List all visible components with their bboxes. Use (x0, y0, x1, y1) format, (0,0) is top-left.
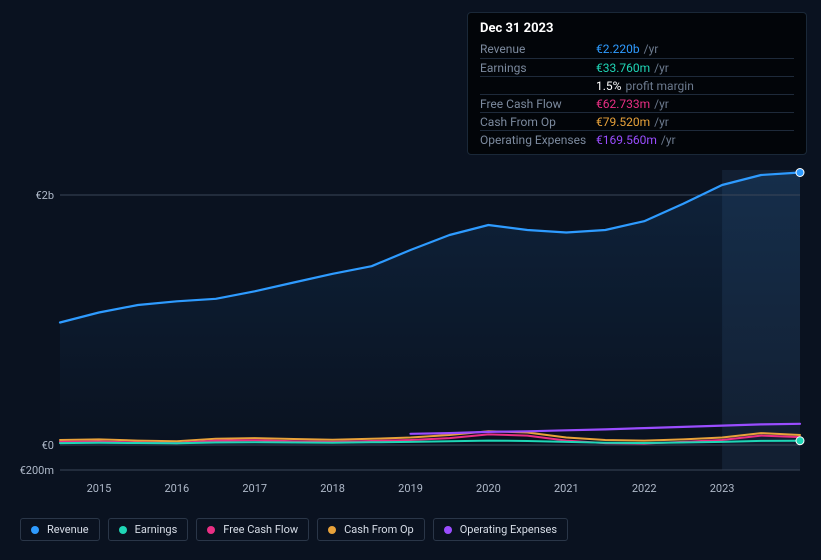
detail-card-row-value: €62.733m (596, 97, 650, 111)
chart-legend: Revenue Earnings Free Cash Flow Cash From O… (20, 518, 568, 541)
detail-card-row-suffix: /yr (644, 42, 659, 56)
detail-card-row-value: €169.560m (596, 133, 657, 147)
x-axis-label: 2019 (398, 482, 423, 495)
legend-item-label: Operating Expenses (460, 523, 557, 536)
legend-dot-icon (31, 526, 39, 534)
detail-card-row-value: €33.760m (596, 61, 650, 75)
detail-card-row-value: €79.520m (596, 115, 650, 129)
detail-card-title: Dec 31 2023 (480, 21, 794, 36)
revenue-area-fill (60, 173, 800, 446)
detail-card-row: Revenue€2.220b/yr (480, 40, 794, 58)
detail-card-row-label: Earnings (480, 61, 596, 75)
x-axis-label: 2023 (710, 482, 735, 495)
detail-card: Dec 31 2023 Revenue€2.220b/yrEarnings€33… (467, 12, 807, 155)
detail-card-row-label: Operating Expenses (480, 133, 596, 147)
legend-dot-icon (119, 526, 127, 534)
detail-card-row: Operating Expenses€169.560m/yr (480, 130, 794, 148)
detail-card-row-value: 1.5% (596, 79, 621, 93)
y-axis-label: €2b (35, 189, 54, 202)
detail-card-row-suffix: /yr (654, 61, 669, 75)
legend-item-label: Cash From Op (344, 523, 414, 536)
legend-item-cash_from_op[interactable]: Cash From Op (317, 518, 425, 541)
series-end-marker-revenue (796, 169, 804, 177)
detail-card-row-label: Revenue (480, 42, 596, 56)
x-axis-label: 2021 (554, 482, 579, 495)
legend-item-revenue[interactable]: Revenue (20, 518, 100, 541)
detail-card-row: 1.5% profit margin (480, 76, 794, 94)
detail-card-row: Cash From Op€79.520m/yr (480, 112, 794, 130)
x-axis-label: 2022 (632, 482, 657, 495)
detail-card-row-value: €2.220b (596, 42, 640, 56)
detail-card-row-suffix: profit margin (625, 79, 693, 93)
x-axis-label: 2017 (242, 482, 267, 495)
detail-card-row-suffix: /yr (661, 133, 676, 147)
legend-item-operating_expenses[interactable]: Operating Expenses (433, 518, 568, 541)
legend-item-free_cash_flow[interactable]: Free Cash Flow (196, 518, 309, 541)
financials-line-chart: Dec 31 2023 Revenue€2.220b/yrEarnings€33… (0, 0, 821, 560)
legend-item-label: Free Cash Flow (223, 523, 298, 536)
y-axis-label: €0 (42, 439, 54, 452)
detail-card-row: Earnings€33.760m/yr (480, 58, 794, 76)
chart-plot: €2b €0 -€200m 2015 2016 2017 2018 2019 2020 2021 2… (20, 160, 810, 500)
legend-item-label: Revenue (47, 523, 89, 536)
legend-item-label: Earnings (135, 523, 178, 536)
y-axis-label: -€200m (20, 464, 54, 477)
legend-item-earnings[interactable]: Earnings (108, 518, 189, 541)
series-end-marker-earnings (796, 437, 804, 445)
detail-card-row-suffix: /yr (654, 115, 669, 129)
x-axis-label: 2015 (87, 482, 112, 495)
x-axis-label: 2020 (476, 482, 501, 495)
detail-card-row: Free Cash Flow€62.733m/yr (480, 94, 794, 112)
x-axis-label: 2018 (320, 482, 345, 495)
detail-card-row-suffix: /yr (654, 97, 669, 111)
legend-dot-icon (328, 526, 336, 534)
legend-dot-icon (207, 526, 215, 534)
detail-card-row-label: Cash From Op (480, 115, 596, 129)
x-axis-label: 2016 (164, 482, 189, 495)
legend-dot-icon (444, 526, 452, 534)
detail-card-row-label: Free Cash Flow (480, 97, 596, 111)
